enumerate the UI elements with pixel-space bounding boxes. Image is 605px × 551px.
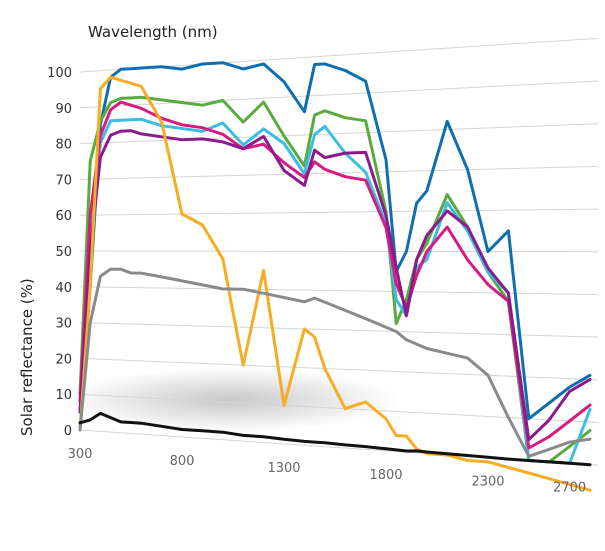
- gridline-50: [79, 250, 599, 253]
- y-tick-60: 60: [55, 209, 72, 224]
- x-tick-2300: 2300: [471, 475, 504, 490]
- y-tick-40: 40: [55, 281, 72, 296]
- x-tick-1300: 1300: [267, 461, 300, 476]
- series-line-8: [78, 411, 592, 467]
- series-group: [78, 61, 592, 492]
- y-tick-50: 50: [55, 245, 72, 260]
- gridline-60: [79, 208, 599, 216]
- chart-title: Wavelength (nm): [88, 23, 218, 41]
- series-line-3: [78, 117, 592, 465]
- gridline-80: [79, 123, 599, 145]
- y-tick-30: 30: [55, 317, 72, 332]
- floor-shadow: [60, 368, 400, 432]
- series-line-5: [78, 129, 592, 442]
- x-tick-2700: 2700: [553, 480, 586, 495]
- gridline-90: [79, 80, 599, 109]
- series-line-6: [78, 75, 592, 492]
- y-tick-90: 90: [55, 102, 72, 117]
- gridline-10: [79, 393, 599, 424]
- series-line-4: [78, 100, 592, 450]
- x-tick-300: 300: [68, 447, 93, 462]
- y-tick-20: 20: [55, 352, 72, 367]
- gridline-20: [79, 357, 599, 381]
- y-tick-70: 70: [55, 173, 72, 188]
- y-tick-10: 10: [55, 388, 72, 403]
- y-axis-label: Solar reflectance (%): [18, 278, 36, 436]
- x-tick-800: 800: [170, 454, 195, 469]
- gridline-40: [79, 286, 599, 295]
- y-tick-80: 80: [55, 138, 72, 153]
- series-line-7: [78, 267, 592, 458]
- series-line-1: [78, 61, 592, 421]
- y-tick-100: 100: [47, 66, 72, 81]
- x-tick-labels: 300 800 1300 1800 2300 2700: [68, 447, 587, 495]
- y-tick-0: 0: [64, 424, 72, 439]
- y-tick-labels: 0 10 20 30 40 50 60 70 80 90 100: [47, 66, 72, 439]
- x-tick-1800: 1800: [369, 468, 402, 483]
